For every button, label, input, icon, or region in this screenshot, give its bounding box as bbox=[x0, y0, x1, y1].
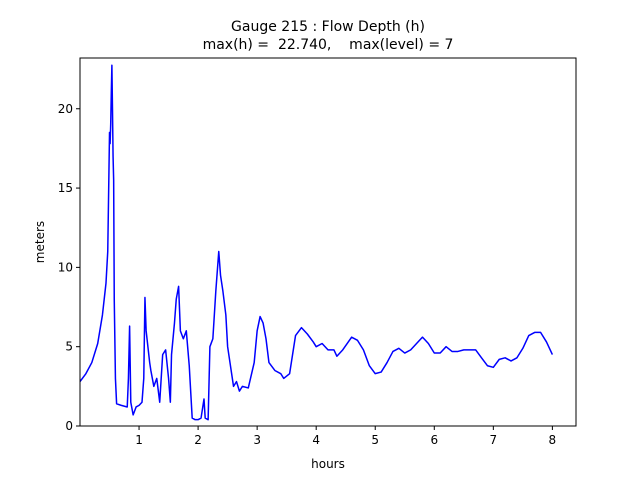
x-tick-label: 1 bbox=[135, 433, 143, 447]
y-tick-label: 5 bbox=[65, 340, 73, 354]
x-axis-label: hours bbox=[311, 457, 345, 471]
x-tick-label: 5 bbox=[371, 433, 379, 447]
chart-subtitle: max(h) = 22.740, max(level) = 7 bbox=[203, 37, 454, 53]
x-tick-label: 8 bbox=[549, 433, 557, 447]
x-tick-label: 4 bbox=[312, 433, 320, 447]
data-line bbox=[79, 64, 554, 421]
y-tick-label: 20 bbox=[58, 102, 73, 116]
y-tick-label: 0 bbox=[65, 419, 73, 433]
chart-title: Gauge 215 : Flow Depth (h) bbox=[231, 19, 425, 35]
x-tick-label: 7 bbox=[490, 433, 498, 447]
y-tick-label: 10 bbox=[58, 260, 73, 274]
y-axis-label: meters bbox=[33, 221, 47, 263]
y-tick-label: 15 bbox=[58, 181, 73, 195]
x-tick-label: 3 bbox=[253, 433, 261, 447]
x-tick-label: 6 bbox=[430, 433, 438, 447]
plot-frame bbox=[79, 57, 577, 427]
x-tick-label: 2 bbox=[194, 433, 202, 447]
